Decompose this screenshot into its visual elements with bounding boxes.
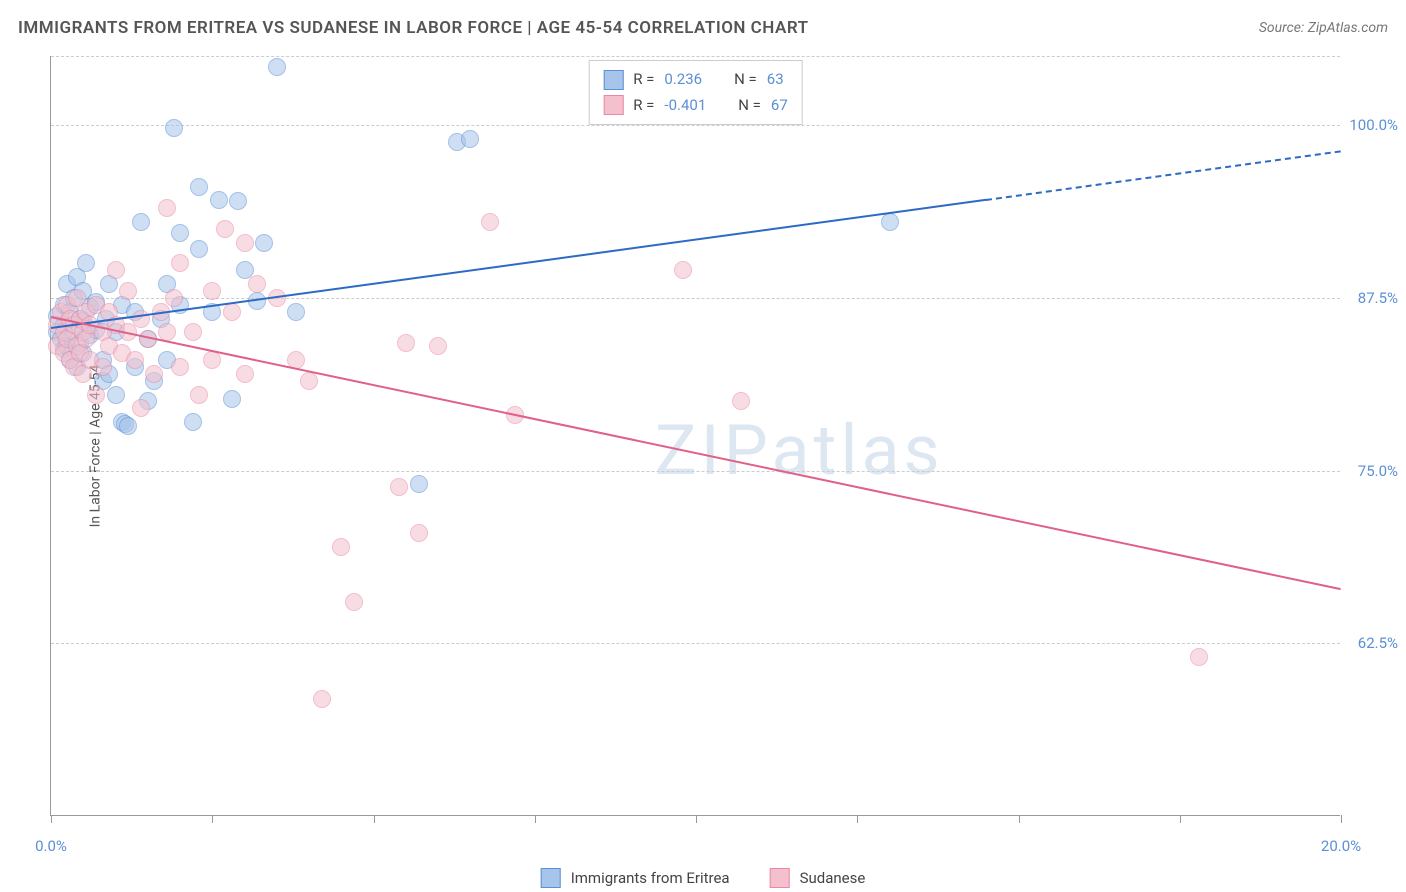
gridline xyxy=(51,471,1340,472)
swatch-sudanese-icon xyxy=(603,95,623,115)
data-point xyxy=(77,254,95,272)
data-point xyxy=(481,213,499,231)
gridline xyxy=(51,125,1340,126)
data-point xyxy=(107,386,125,404)
legend-item-sudanese: Sudanese xyxy=(770,868,866,888)
x-tick xyxy=(1019,815,1020,823)
gridline xyxy=(51,56,1340,57)
swatch-eritrea-icon xyxy=(603,70,623,90)
y-tick-label: 100.0% xyxy=(1349,116,1398,134)
x-tick xyxy=(535,815,536,823)
data-point xyxy=(216,220,234,238)
chart-title: IMMIGRANTS FROM ERITREA VS SUDANESE IN L… xyxy=(18,18,809,38)
data-point xyxy=(107,261,125,279)
data-point xyxy=(190,178,208,196)
x-tick xyxy=(374,815,375,823)
x-tick-label: 0.0% xyxy=(35,837,67,855)
trend-line xyxy=(51,199,987,329)
data-point xyxy=(171,254,189,272)
y-tick-label: 87.5% xyxy=(1358,289,1398,307)
data-point xyxy=(410,475,428,493)
data-point xyxy=(190,240,208,258)
data-point xyxy=(674,261,692,279)
scatter-plot: ZIPatlas R = 0.236 N = 63 R = -0.401 N =… xyxy=(50,56,1340,816)
data-point xyxy=(300,372,318,390)
data-point xyxy=(313,690,331,708)
data-point xyxy=(165,289,183,307)
data-point xyxy=(132,310,150,328)
chart-header: IMMIGRANTS FROM ERITREA VS SUDANESE IN L… xyxy=(18,18,1388,38)
data-point xyxy=(132,399,150,417)
legend-item-eritrea: Immigrants from Eritrea xyxy=(541,868,730,888)
legend-bottom: Immigrants from Eritrea Sudanese xyxy=(541,868,866,888)
x-tick xyxy=(1341,815,1342,823)
data-point xyxy=(1190,648,1208,666)
data-point xyxy=(345,593,363,611)
data-point xyxy=(132,213,150,231)
data-point xyxy=(203,351,221,369)
legend-stats-row-1: R = 0.236 N = 63 xyxy=(603,67,788,93)
x-tick xyxy=(1180,815,1181,823)
data-point xyxy=(732,392,750,410)
data-point xyxy=(184,413,202,431)
data-point xyxy=(410,524,428,542)
data-point xyxy=(190,386,208,404)
data-point xyxy=(332,538,350,556)
data-point xyxy=(119,417,137,435)
data-point xyxy=(236,365,254,383)
gridline xyxy=(51,298,1340,299)
trend-line xyxy=(986,150,1341,201)
swatch-sudanese-icon xyxy=(770,868,790,888)
trend-line xyxy=(51,316,1341,590)
x-tick xyxy=(212,815,213,823)
legend-stats-row-2: R = -0.401 N = 67 xyxy=(603,93,788,119)
data-point xyxy=(268,58,286,76)
data-point xyxy=(881,213,899,231)
data-point xyxy=(223,390,241,408)
data-point xyxy=(165,119,183,137)
data-point xyxy=(210,191,228,209)
data-point xyxy=(184,323,202,341)
data-point xyxy=(223,303,241,321)
data-point xyxy=(429,337,447,355)
data-point xyxy=(145,365,163,383)
data-point xyxy=(171,224,189,242)
data-point xyxy=(158,199,176,217)
data-point xyxy=(255,234,273,252)
x-tick-label: 20.0% xyxy=(1321,837,1361,855)
data-point xyxy=(248,275,266,293)
data-point xyxy=(229,192,247,210)
x-tick xyxy=(51,815,52,823)
y-tick-label: 62.5% xyxy=(1358,634,1398,652)
watermark: ZIPatlas xyxy=(655,410,944,492)
x-tick xyxy=(696,815,697,823)
data-point xyxy=(94,358,112,376)
data-point xyxy=(126,351,144,369)
y-tick-label: 75.0% xyxy=(1358,462,1398,480)
data-point xyxy=(203,282,221,300)
x-tick xyxy=(857,815,858,823)
data-point xyxy=(236,234,254,252)
data-point xyxy=(87,386,105,404)
data-point xyxy=(397,334,415,352)
data-point xyxy=(461,130,479,148)
data-point xyxy=(171,358,189,376)
gridline xyxy=(51,643,1340,644)
data-point xyxy=(119,282,137,300)
data-point xyxy=(390,478,408,496)
legend-stats-box: R = 0.236 N = 63 R = -0.401 N = 67 xyxy=(588,60,803,125)
source-attribution: Source: ZipAtlas.com xyxy=(1259,20,1388,36)
swatch-eritrea-icon xyxy=(541,868,561,888)
data-point xyxy=(287,303,305,321)
